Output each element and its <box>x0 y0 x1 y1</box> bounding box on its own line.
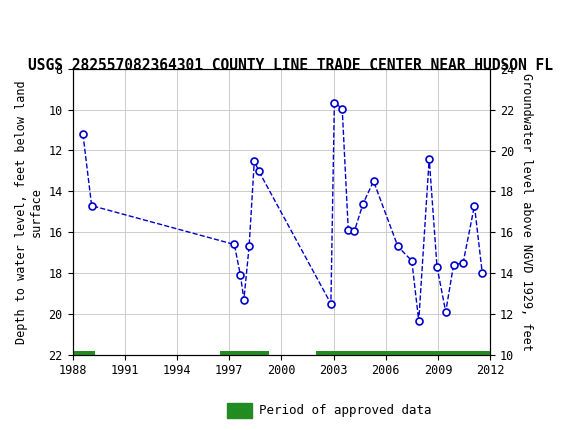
Bar <box>316 351 490 358</box>
Y-axis label: Groundwater level above NGVD 1929, feet: Groundwater level above NGVD 1929, feet <box>520 73 532 351</box>
Bar <box>227 403 252 418</box>
Text: Period of approved data: Period of approved data <box>259 404 431 417</box>
Y-axis label: Depth to water level, feet below land
surface: Depth to water level, feet below land su… <box>15 80 43 344</box>
Bar <box>220 351 269 358</box>
Bar <box>72 351 95 358</box>
Text: USGS 282557082364301 COUNTY LINE TRADE CENTER NEAR HUDSON FL: USGS 282557082364301 COUNTY LINE TRADE C… <box>27 58 553 73</box>
Text: USGS: USGS <box>44 14 99 31</box>
